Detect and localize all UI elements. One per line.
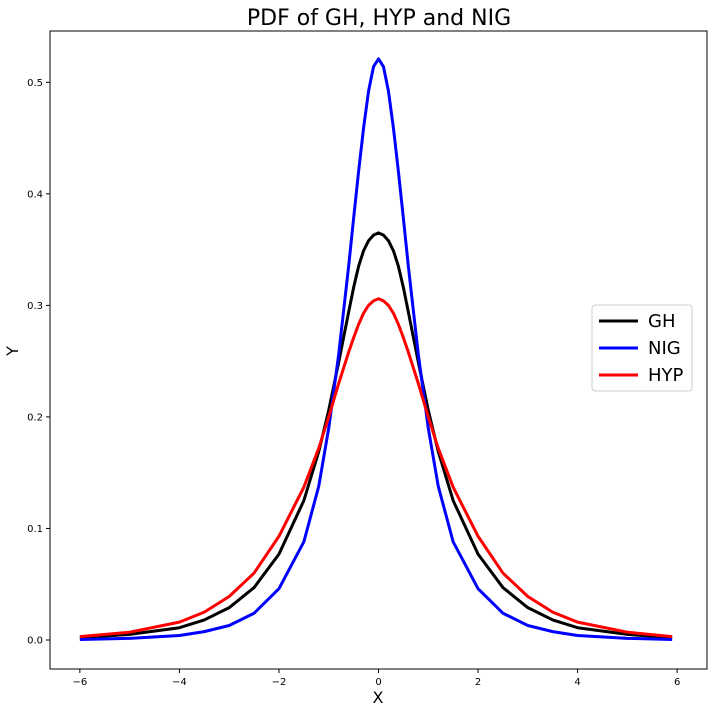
- y-tick-label: 0.5: [27, 78, 43, 89]
- x-tick-label: 4: [574, 677, 580, 688]
- y-tick-label: 0.0: [27, 636, 43, 647]
- x-tick-label: −6: [72, 677, 87, 688]
- legend-label-nig: NIG: [648, 338, 681, 359]
- series-lines: [79, 57, 673, 641]
- chart-title: PDF of GH, HYP and NIG: [247, 6, 511, 31]
- y-tick-label: 0.4: [27, 189, 43, 200]
- series-line-hyp: [79, 297, 673, 639]
- y-axis-label: Y: [3, 346, 22, 357]
- series-line-gh: [79, 231, 673, 640]
- x-tick-label: 0: [375, 677, 381, 688]
- x-tick-label: −2: [272, 677, 287, 688]
- y-tick-label: 0.1: [27, 524, 43, 535]
- legend-label-gh: GH: [648, 311, 675, 332]
- plot-area: −6 −4 −2 0 2 4 6 0.0 0.1 0.2 0.3 0.4 0.5: [27, 30, 708, 688]
- x-tick-label: 6: [674, 677, 680, 688]
- x-tick-label: −4: [172, 677, 187, 688]
- x-axis-ticks: −6 −4 −2 0 2 4 6: [72, 669, 680, 688]
- legend-label-hyp: HYP: [648, 365, 684, 386]
- x-tick-label: 2: [475, 677, 481, 688]
- legend: GH NIG HYP: [591, 304, 693, 392]
- legend-box: [591, 304, 693, 392]
- y-axis-ticks: 0.0 0.1 0.2 0.3 0.4 0.5: [27, 78, 50, 647]
- series-line-nig: [79, 57, 673, 641]
- y-tick-label: 0.2: [27, 412, 43, 423]
- y-tick-label: 0.3: [27, 301, 43, 312]
- x-axis-label: X: [373, 688, 384, 707]
